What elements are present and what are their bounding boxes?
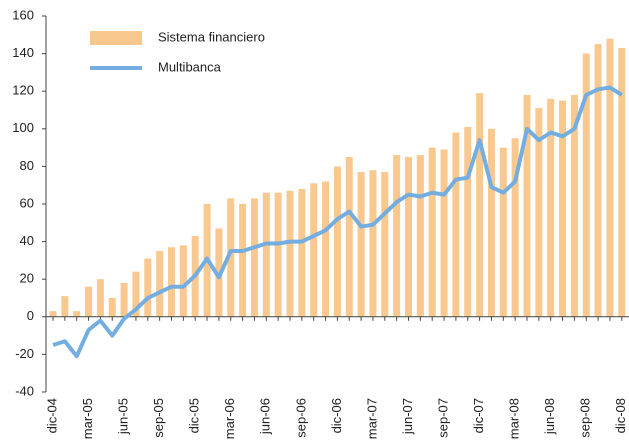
y-tick-label: 20 xyxy=(20,271,34,286)
line xyxy=(52,85,623,359)
bar xyxy=(298,188,306,317)
y-tick-label: -40 xyxy=(15,383,34,398)
bar xyxy=(120,282,128,317)
x-tick-label: mar-05 xyxy=(80,398,95,439)
x-tick-label: jun-06 xyxy=(258,398,273,435)
y-tick-label: 140 xyxy=(12,45,34,60)
bar xyxy=(357,172,365,317)
legend-swatch xyxy=(90,31,142,45)
x-tick-label: jun-07 xyxy=(400,398,415,435)
bar xyxy=(239,204,247,317)
bar xyxy=(144,258,152,317)
bar xyxy=(464,126,472,317)
bar xyxy=(310,183,318,317)
bar xyxy=(547,98,555,317)
x-tick-label: sep-06 xyxy=(293,398,308,438)
x-tick-label: sep-07 xyxy=(435,398,450,438)
bar xyxy=(227,198,235,317)
bar xyxy=(499,147,507,317)
x-tick-label: jun-08 xyxy=(542,398,557,435)
y-tick-label: 60 xyxy=(20,195,34,210)
bar xyxy=(594,44,602,317)
bar xyxy=(274,192,282,317)
legend-label: Multibanca xyxy=(158,59,222,74)
bar xyxy=(570,94,578,317)
x-tick-label: dic-05 xyxy=(187,398,202,433)
bar xyxy=(393,155,401,317)
bar xyxy=(286,190,294,317)
bar xyxy=(440,149,448,317)
x-tick-label: mar-08 xyxy=(507,398,522,439)
bar xyxy=(369,170,377,317)
x-tick-label: dic-04 xyxy=(44,398,59,433)
bar xyxy=(428,147,436,317)
bar xyxy=(582,53,590,317)
x-tick-label: sep-05 xyxy=(151,398,166,438)
bar xyxy=(476,93,484,317)
bar xyxy=(61,296,69,317)
y-tick-label: 160 xyxy=(12,7,34,22)
x-tick-label: jun-05 xyxy=(116,398,131,435)
bar xyxy=(49,311,57,317)
bar xyxy=(559,100,567,317)
bar xyxy=(345,157,353,317)
legend-label: Sistema financiero xyxy=(158,29,265,44)
bar xyxy=(85,286,93,317)
y-tick-label: 40 xyxy=(20,233,34,248)
bar xyxy=(416,155,424,317)
bar xyxy=(333,166,341,317)
bar xyxy=(322,181,330,317)
bar xyxy=(405,157,412,317)
bar xyxy=(156,251,164,317)
bar xyxy=(535,108,543,317)
bar xyxy=(452,132,460,317)
bar xyxy=(523,94,531,317)
bar xyxy=(381,172,389,317)
bar xyxy=(262,192,270,317)
y-tick-label: -20 xyxy=(15,346,34,361)
x-tick-label: mar-07 xyxy=(364,398,379,439)
y-tick-label: 80 xyxy=(20,158,34,173)
x-tick-label: sep-08 xyxy=(578,398,593,438)
bar xyxy=(108,298,116,317)
bar xyxy=(618,47,626,317)
bar xyxy=(250,198,258,317)
bar xyxy=(96,279,104,317)
y-tick-label: 120 xyxy=(12,83,34,98)
bar xyxy=(487,128,495,317)
y-tick-label: 100 xyxy=(12,120,34,135)
bar xyxy=(511,138,519,317)
bar xyxy=(132,271,140,317)
bar xyxy=(168,247,175,317)
y-tick-label: 0 xyxy=(27,308,34,323)
bar xyxy=(73,311,81,317)
x-tick-label: dic-07 xyxy=(471,398,486,433)
x-tick-label: dic-06 xyxy=(329,398,344,433)
x-tick-label: dic-08 xyxy=(613,398,628,433)
bar xyxy=(606,38,614,317)
bar xyxy=(179,245,187,317)
x-tick-label: mar-06 xyxy=(222,398,237,439)
